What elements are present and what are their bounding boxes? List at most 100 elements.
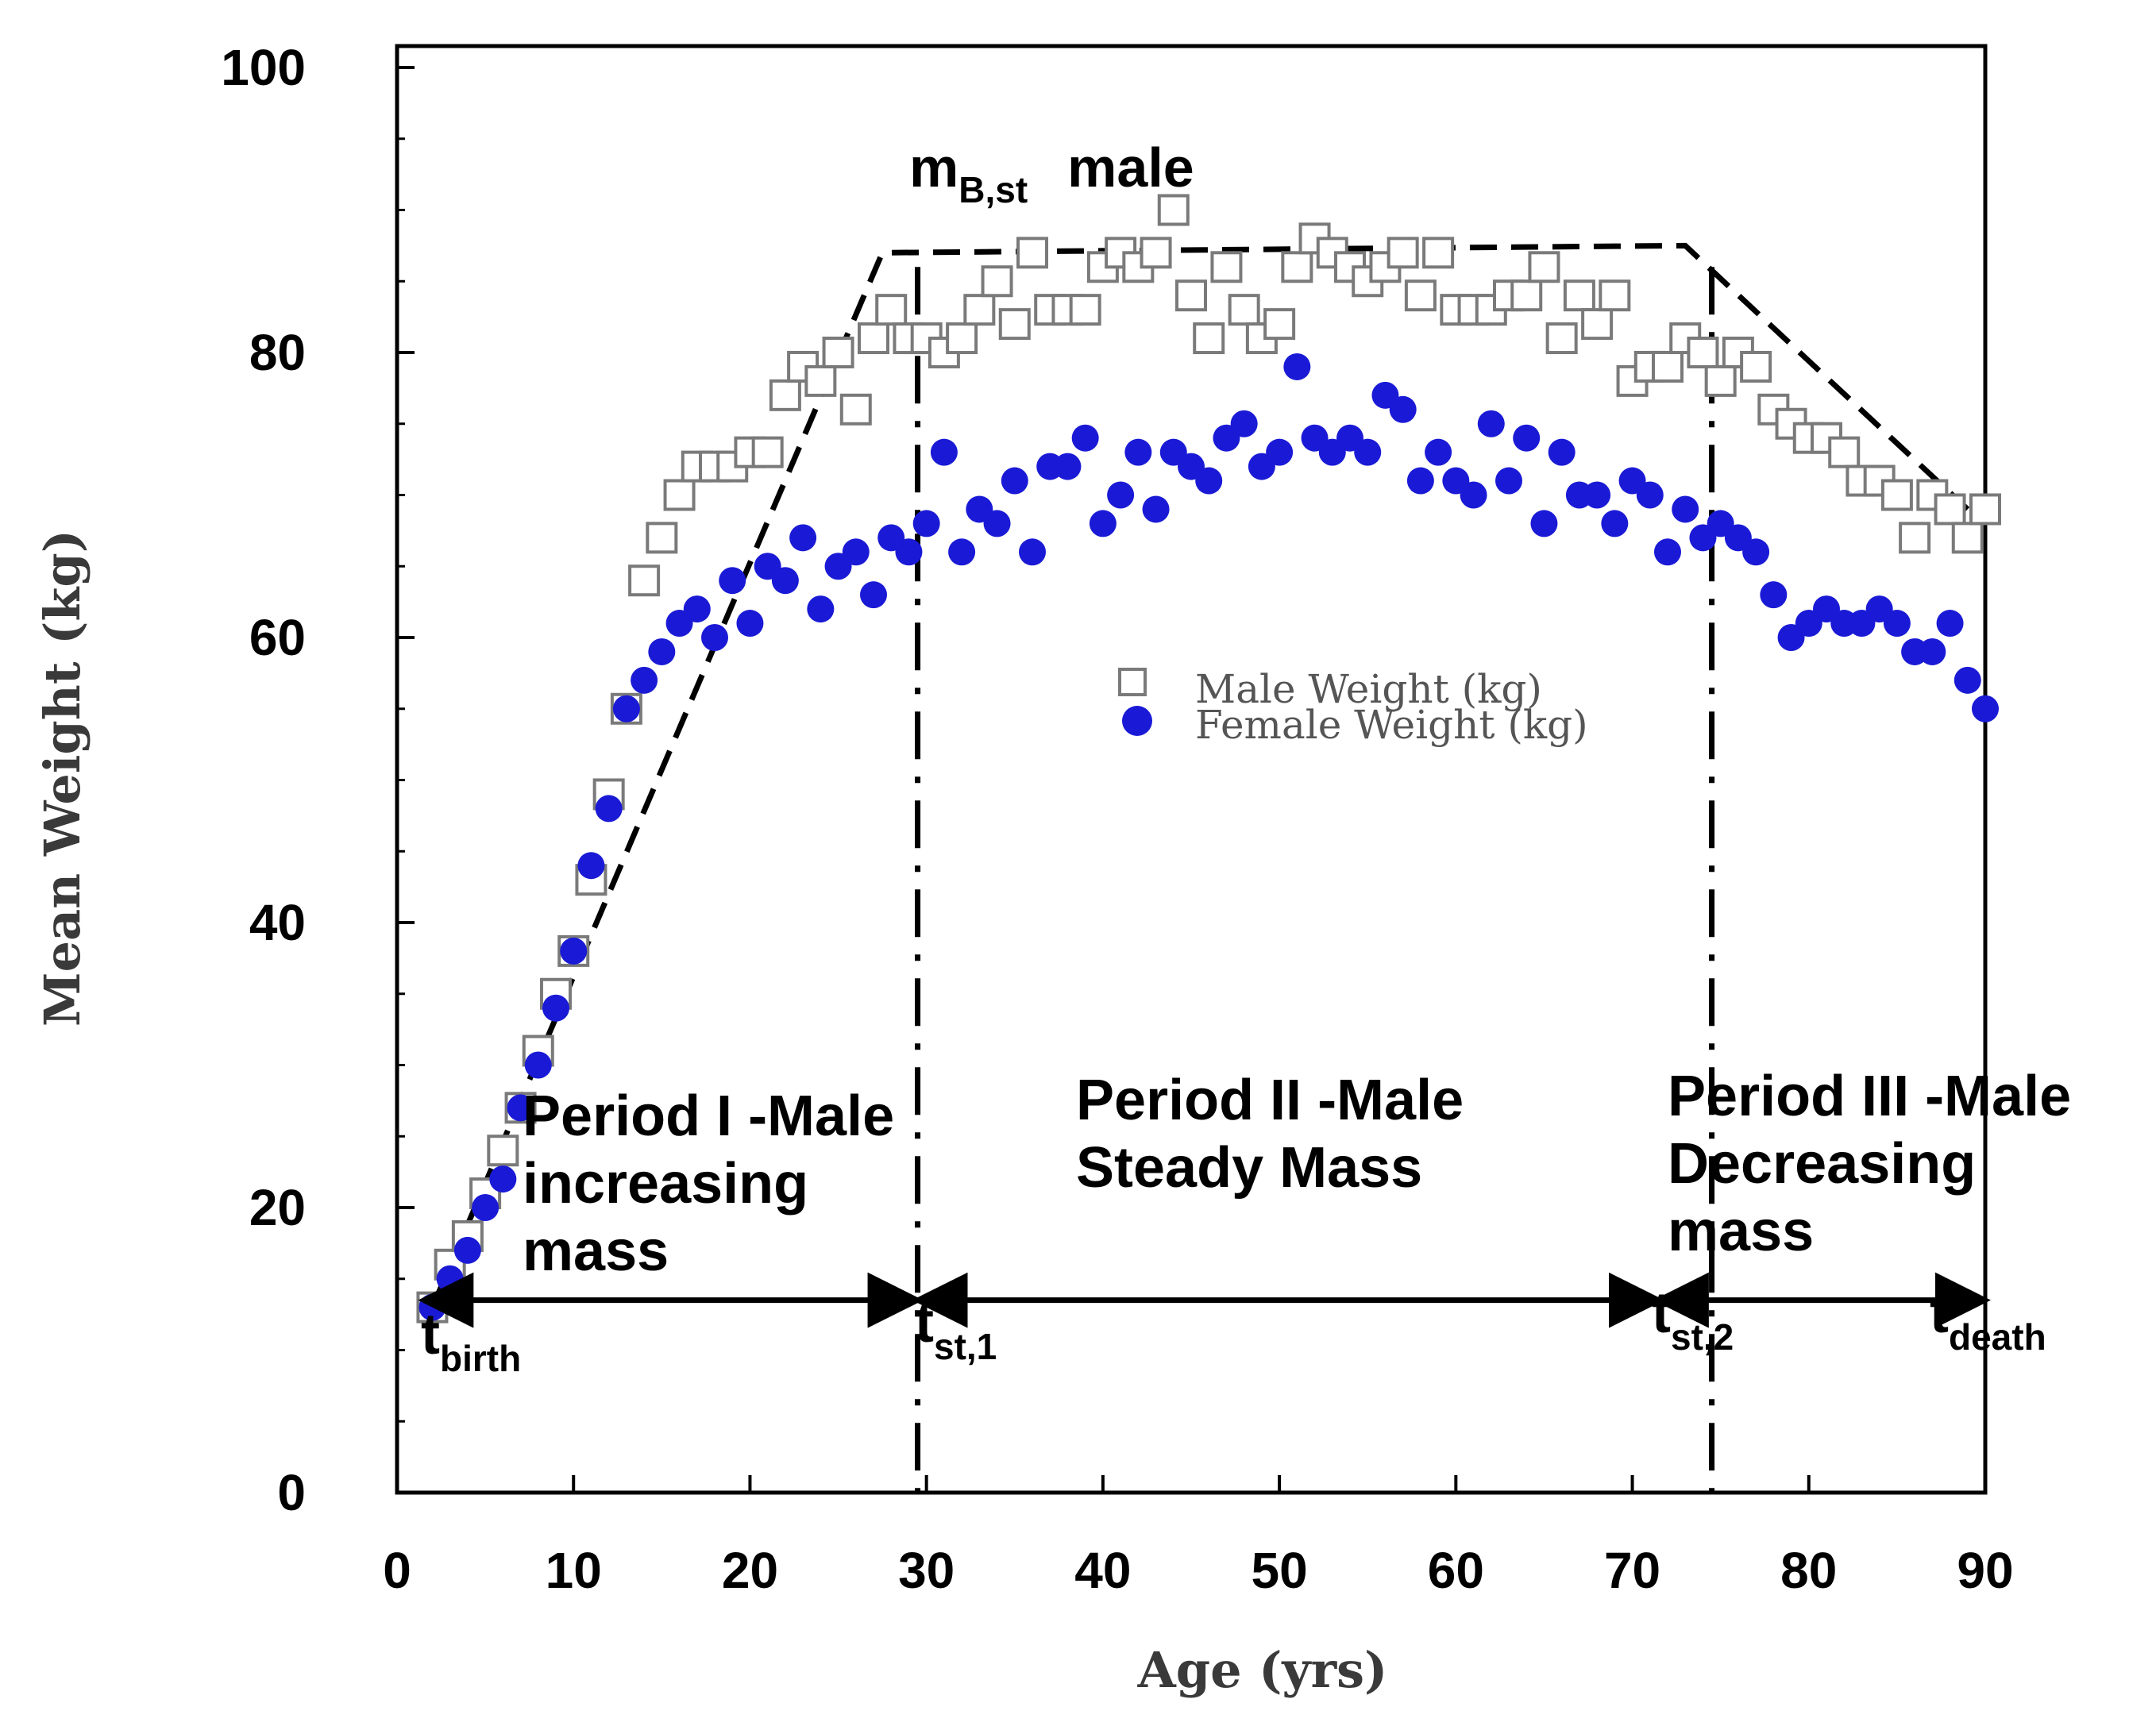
female-point: [912, 510, 940, 537]
female-point: [1195, 467, 1223, 495]
male-point: [1157, 194, 1190, 226]
male-point: [1404, 279, 1437, 312]
male-point: [1422, 237, 1455, 269]
female-point: [489, 1165, 517, 1193]
female-point: [1019, 538, 1046, 566]
male-point: [804, 364, 837, 397]
t-st1-label: tst,1: [915, 1291, 997, 1367]
female-point: [1760, 581, 1788, 609]
female-point: [612, 695, 640, 722]
female-point: [1477, 410, 1505, 437]
t-birth-label: tbirth: [421, 1303, 521, 1379]
female-point: [1406, 467, 1434, 495]
x-tick-label: 80: [1780, 1542, 1837, 1599]
x-tick-label: 10: [546, 1542, 602, 1599]
male-point: [858, 322, 889, 355]
female-point: [472, 1194, 499, 1221]
legend-marker-male: [1118, 668, 1147, 696]
male-point: [1599, 279, 1631, 312]
female-point: [1460, 481, 1487, 509]
male-point: [1828, 436, 1861, 468]
male-point: [487, 1135, 519, 1167]
female-point: [560, 937, 588, 965]
female-point: [507, 1094, 534, 1122]
female-point: [1354, 438, 1382, 466]
period2-label: Period II -Male Steady Mass: [1076, 1069, 1479, 1200]
female-point: [1742, 538, 1770, 566]
male-point: [1263, 308, 1296, 341]
female-point: [1583, 481, 1611, 509]
x-tick-label: 0: [383, 1542, 411, 1599]
female-point: [842, 538, 870, 566]
female-point: [577, 852, 605, 880]
male-point: [1563, 279, 1595, 312]
female-point: [1124, 438, 1152, 466]
female-point: [1054, 453, 1082, 480]
x-tick-label: 70: [1604, 1542, 1660, 1599]
male-point: [769, 379, 801, 411]
x-tick-label: 90: [1957, 1542, 2013, 1599]
x-tick-label: 50: [1252, 1542, 1308, 1599]
male-point: [1969, 493, 2001, 526]
female-point: [1425, 438, 1452, 466]
female-point: [948, 538, 976, 566]
male-point: [646, 522, 678, 554]
male-point: [1528, 251, 1560, 283]
legend-marker-female: [1122, 706, 1152, 736]
male-point: [663, 479, 696, 511]
female-point: [1636, 481, 1664, 509]
female-point: [1883, 610, 1911, 638]
female-point: [648, 638, 676, 665]
y-axis-title: Mean Weight (kg): [33, 530, 91, 1027]
female-point: [789, 524, 817, 552]
female-point: [436, 1265, 464, 1293]
male-point: [1899, 522, 1931, 554]
male-point: [822, 337, 854, 368]
male-point: [1069, 294, 1101, 326]
female-point: [1142, 495, 1170, 523]
y-tick-label: 80: [249, 324, 306, 381]
female-point: [542, 994, 569, 1022]
female-point: [453, 1236, 481, 1264]
female-point: [1513, 424, 1541, 452]
t-st2-label: tst,2: [1652, 1281, 1734, 1358]
male-series: [416, 194, 2001, 1323]
male-point: [1880, 479, 1913, 511]
female-point: [595, 795, 623, 823]
female-point: [1936, 610, 1964, 638]
male-point: [1934, 493, 1966, 526]
male-point: [998, 308, 1031, 341]
female-point: [930, 438, 958, 466]
female-point: [719, 567, 746, 595]
y-axis: 0 20 40 60 80 100: [221, 39, 415, 1521]
female-point: [1001, 467, 1028, 495]
female-point: [524, 1051, 552, 1079]
t-death-label: tdeath: [1930, 1281, 2046, 1358]
male-point: [981, 265, 1013, 298]
male-point: [1704, 364, 1737, 397]
female-point: [1107, 481, 1135, 509]
female-point: [807, 595, 835, 623]
male-point: [1581, 308, 1614, 341]
legend-label-male: Male Weight (kg): [1195, 666, 1542, 712]
female-point: [736, 610, 764, 638]
female-point: [771, 567, 799, 595]
female-point: [1954, 666, 1981, 694]
female-point: [1919, 638, 1946, 665]
female-point: [860, 581, 887, 609]
female-point: [983, 510, 1011, 537]
female-point: [701, 624, 728, 651]
y-tick-label: 100: [221, 39, 306, 96]
female-point: [1672, 495, 1699, 523]
female-point: [1230, 410, 1258, 437]
male-point: [628, 564, 661, 597]
female-point: [1548, 438, 1576, 466]
female-point: [1283, 353, 1311, 380]
x-tick-label: 60: [1428, 1542, 1484, 1599]
period3-label: Period III -Male Decreasing mass: [1668, 1065, 2087, 1263]
male-point: [1387, 237, 1419, 269]
male-point: [963, 294, 996, 326]
envelope-polyline: [430, 242, 1970, 1309]
y-tick-label: 60: [249, 609, 306, 666]
male-point: [1016, 237, 1048, 269]
